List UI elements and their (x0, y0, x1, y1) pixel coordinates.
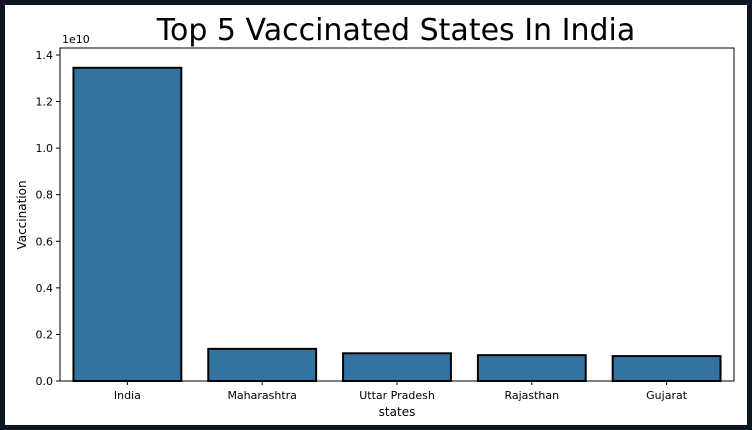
y-axis-label: Vaccination (15, 180, 29, 249)
y-tick-label: 0.4 (36, 282, 54, 295)
chart-frame: Top 5 Vaccinated States In India 1e10 Va… (5, 5, 747, 425)
y-tick-label: 0.0 (36, 375, 54, 388)
y-ticks-group: 0.0 0.2 0.4 0.6 0.8 1.0 1.2 1.4 (36, 49, 60, 388)
bars-group (72, 66, 722, 383)
bar-india (72, 66, 183, 383)
x-tick-label: Uttar Pradesh (359, 389, 435, 402)
chart-title: Top 5 Vaccinated States In India (156, 13, 635, 48)
bar-maharashtra (207, 347, 318, 383)
y-tick-label: 0.6 (36, 235, 54, 248)
y-tick-label: 1.0 (36, 142, 54, 155)
y-tick-label: 1.4 (36, 49, 54, 62)
x-ticks-group: India Maharashtra Uttar Pradesh Rajasthan Gu… (114, 381, 688, 402)
bar-chart: Top 5 Vaccinated States In India 1e10 Va… (15, 13, 735, 419)
y-tick-label: 0.8 (36, 189, 54, 202)
x-tick-label: India (114, 389, 141, 402)
x-tick-label: Rajasthan (504, 389, 559, 402)
x-axis-label: states (379, 405, 416, 419)
y-tick-label: 1.2 (36, 96, 54, 109)
y-tick-label: 0.2 (36, 328, 54, 341)
x-tick-label: Maharashtra (227, 389, 297, 402)
bar-uttar-pradesh (342, 352, 452, 383)
y-axis-offset-label: 1e10 (62, 33, 90, 46)
bar-gujarat (611, 355, 722, 383)
x-tick-label: Gujarat (646, 389, 688, 402)
bar-rajasthan (476, 354, 587, 382)
plot-area-frame (59, 47, 735, 382)
